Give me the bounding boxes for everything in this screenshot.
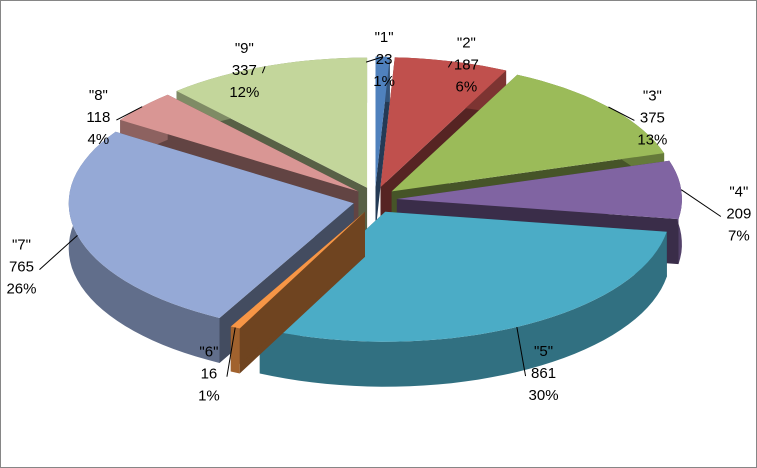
leader-line (226, 327, 236, 377)
leader-line (680, 189, 722, 217)
label-category: "9" (235, 40, 254, 57)
leader-line (39, 234, 78, 270)
label-value: 209 (726, 205, 751, 222)
label-value: 16 (201, 366, 218, 383)
label-category: "7" (12, 237, 31, 254)
slice-side (230, 326, 240, 374)
slice-wall (230, 211, 365, 372)
label-value: 861 (531, 365, 556, 382)
label-value: 765 (9, 259, 34, 276)
label-percent: 30% (529, 387, 559, 404)
slice-side (68, 131, 220, 363)
label-value: 337 (232, 62, 257, 79)
label-percent: 1% (198, 388, 220, 405)
leader-line (608, 106, 635, 121)
slice (391, 74, 665, 192)
slice (230, 211, 365, 329)
slice (375, 56, 390, 187)
label-category: "5" (534, 343, 553, 360)
label-value: 375 (640, 109, 665, 126)
leader-line (447, 61, 453, 68)
leader-line (516, 326, 527, 377)
label-category: "4" (729, 183, 748, 200)
label-percent: 12% (229, 84, 259, 101)
label-value: 118 (86, 109, 110, 126)
label-percent: 26% (6, 281, 36, 298)
label-percent: 13% (637, 131, 667, 148)
slice (68, 131, 354, 318)
label-percent: 1% (373, 73, 395, 90)
label-category: "6" (199, 344, 218, 361)
leader-line (365, 56, 383, 63)
label-percent: 6% (456, 78, 478, 95)
slice-side (259, 231, 667, 387)
label-category: "2" (457, 34, 476, 51)
label-percent: 4% (88, 131, 110, 148)
label-category: "8" (89, 87, 108, 104)
slice (176, 57, 368, 188)
slice (396, 160, 682, 220)
slice (120, 94, 359, 192)
label-percent: 7% (728, 227, 750, 244)
slice (380, 57, 507, 188)
label-category: "1" (375, 29, 394, 46)
label-value: 187 (454, 56, 479, 73)
leader-line (261, 66, 266, 74)
leader-line (116, 106, 143, 121)
label-category: "3" (643, 87, 662, 104)
label-value: 23 (376, 51, 393, 68)
